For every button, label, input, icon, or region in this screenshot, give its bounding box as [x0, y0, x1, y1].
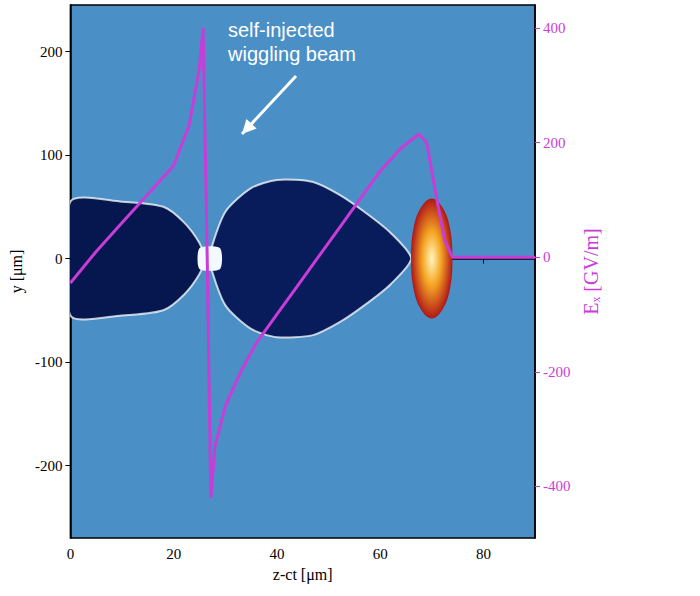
svg-text:0: 0	[543, 249, 551, 265]
svg-text:wiggling beam: wiggling beam	[227, 43, 356, 65]
svg-text:0: 0	[55, 251, 63, 267]
svg-text:0: 0	[67, 546, 75, 562]
svg-text:-400: -400	[543, 478, 571, 494]
svg-text:400: 400	[543, 20, 566, 36]
svg-text:40: 40	[269, 546, 284, 562]
svg-text:-200: -200	[543, 364, 571, 380]
svg-text:-200: -200	[35, 458, 63, 474]
svg-text:60: 60	[373, 546, 388, 562]
svg-text:200: 200	[40, 44, 63, 60]
svg-text:20: 20	[166, 546, 181, 562]
svg-text:-100: -100	[35, 354, 63, 370]
svg-text:80: 80	[476, 546, 491, 562]
svg-text:100: 100	[40, 147, 63, 163]
svg-text:y [μm]: y [μm]	[8, 250, 26, 294]
svg-text:z-ct [μm]: z-ct [μm]	[273, 566, 333, 584]
svg-text:self-injected: self-injected	[228, 19, 335, 41]
svg-text:Eₓ [GV/m]: Eₓ [GV/m]	[580, 228, 602, 314]
svg-text:200: 200	[543, 135, 566, 151]
